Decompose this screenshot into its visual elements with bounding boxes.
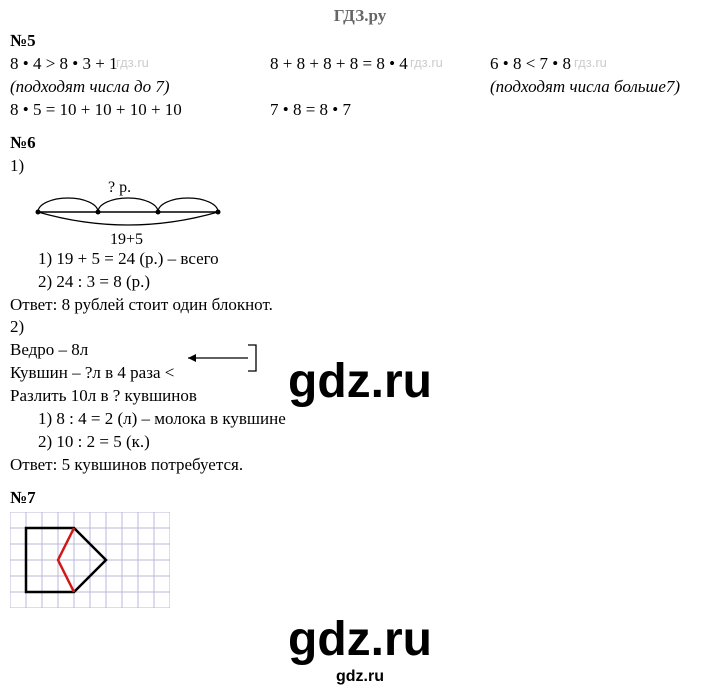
problem6-diagram: ? р. 19+5 (28, 178, 238, 248)
p6-part1: 1) (10, 155, 710, 178)
p6-p2-l1: Ведро – 8л (10, 339, 710, 362)
p6-p1-answer: Ответ: 8 рублей стоит один блокнот. (10, 294, 710, 317)
p6-p1-step2: 2) 24 : 3 = 8 (р.) (38, 271, 710, 294)
p6-p2-step2: 2) 10 : 2 = 5 (к.) (38, 431, 710, 454)
p5-c2-l1: 8 + 8 + 8 + 8 = 8 • 4 (270, 53, 490, 76)
bracket-arrow (180, 341, 270, 381)
page-header: ГДЗ.ру (0, 0, 720, 26)
p6-p2-l3: Разлить 10л в ? кувшинов (10, 385, 710, 408)
watermark-small-1: гдз.ru (116, 55, 149, 70)
p5-c1-l2: 8 • 5 = 10 + 10 + 10 + 10 (10, 99, 270, 122)
p5-c3-note: (подходят числа больше7) (490, 76, 710, 99)
p7-label: №7 (10, 487, 710, 510)
problem7-grid-figure (10, 512, 170, 608)
p5-c2-l2: 7 • 8 = 8 • 7 (270, 99, 490, 122)
p6-p1-step1: 1) 19 + 5 = 24 (р.) – всего (38, 248, 710, 271)
diagram-bottom-label: 19+5 (110, 231, 143, 248)
p5-row: 8 • 4 > 8 • 3 + 1 (подходят числа до 7) … (10, 53, 710, 122)
p5-label: №5 (10, 30, 710, 53)
diagram-top-label: ? р. (108, 179, 131, 196)
p6-p2-step1: 1) 8 : 4 = 2 (л) – молока в кувшине (38, 408, 710, 431)
p6-label: №6 (10, 132, 710, 155)
page-footer: gdz.ru (0, 668, 720, 686)
p5-c1-note: (подходят числа до 7) (10, 76, 270, 99)
watermark-small-2: гдз.ru (410, 55, 443, 70)
p6-p2-l2: Кувшин – ?л в 4 раза < (10, 362, 710, 385)
p6-part2: 2) (10, 316, 710, 339)
watermark-big-2: gdz.ru (288, 612, 432, 667)
content: №5 8 • 4 > 8 • 3 + 1 (подходят числа до … (0, 26, 720, 608)
p6-p2-answer: Ответ: 5 кувшинов потребуется. (10, 454, 710, 477)
watermark-small-3: гдз.ru (574, 55, 607, 70)
